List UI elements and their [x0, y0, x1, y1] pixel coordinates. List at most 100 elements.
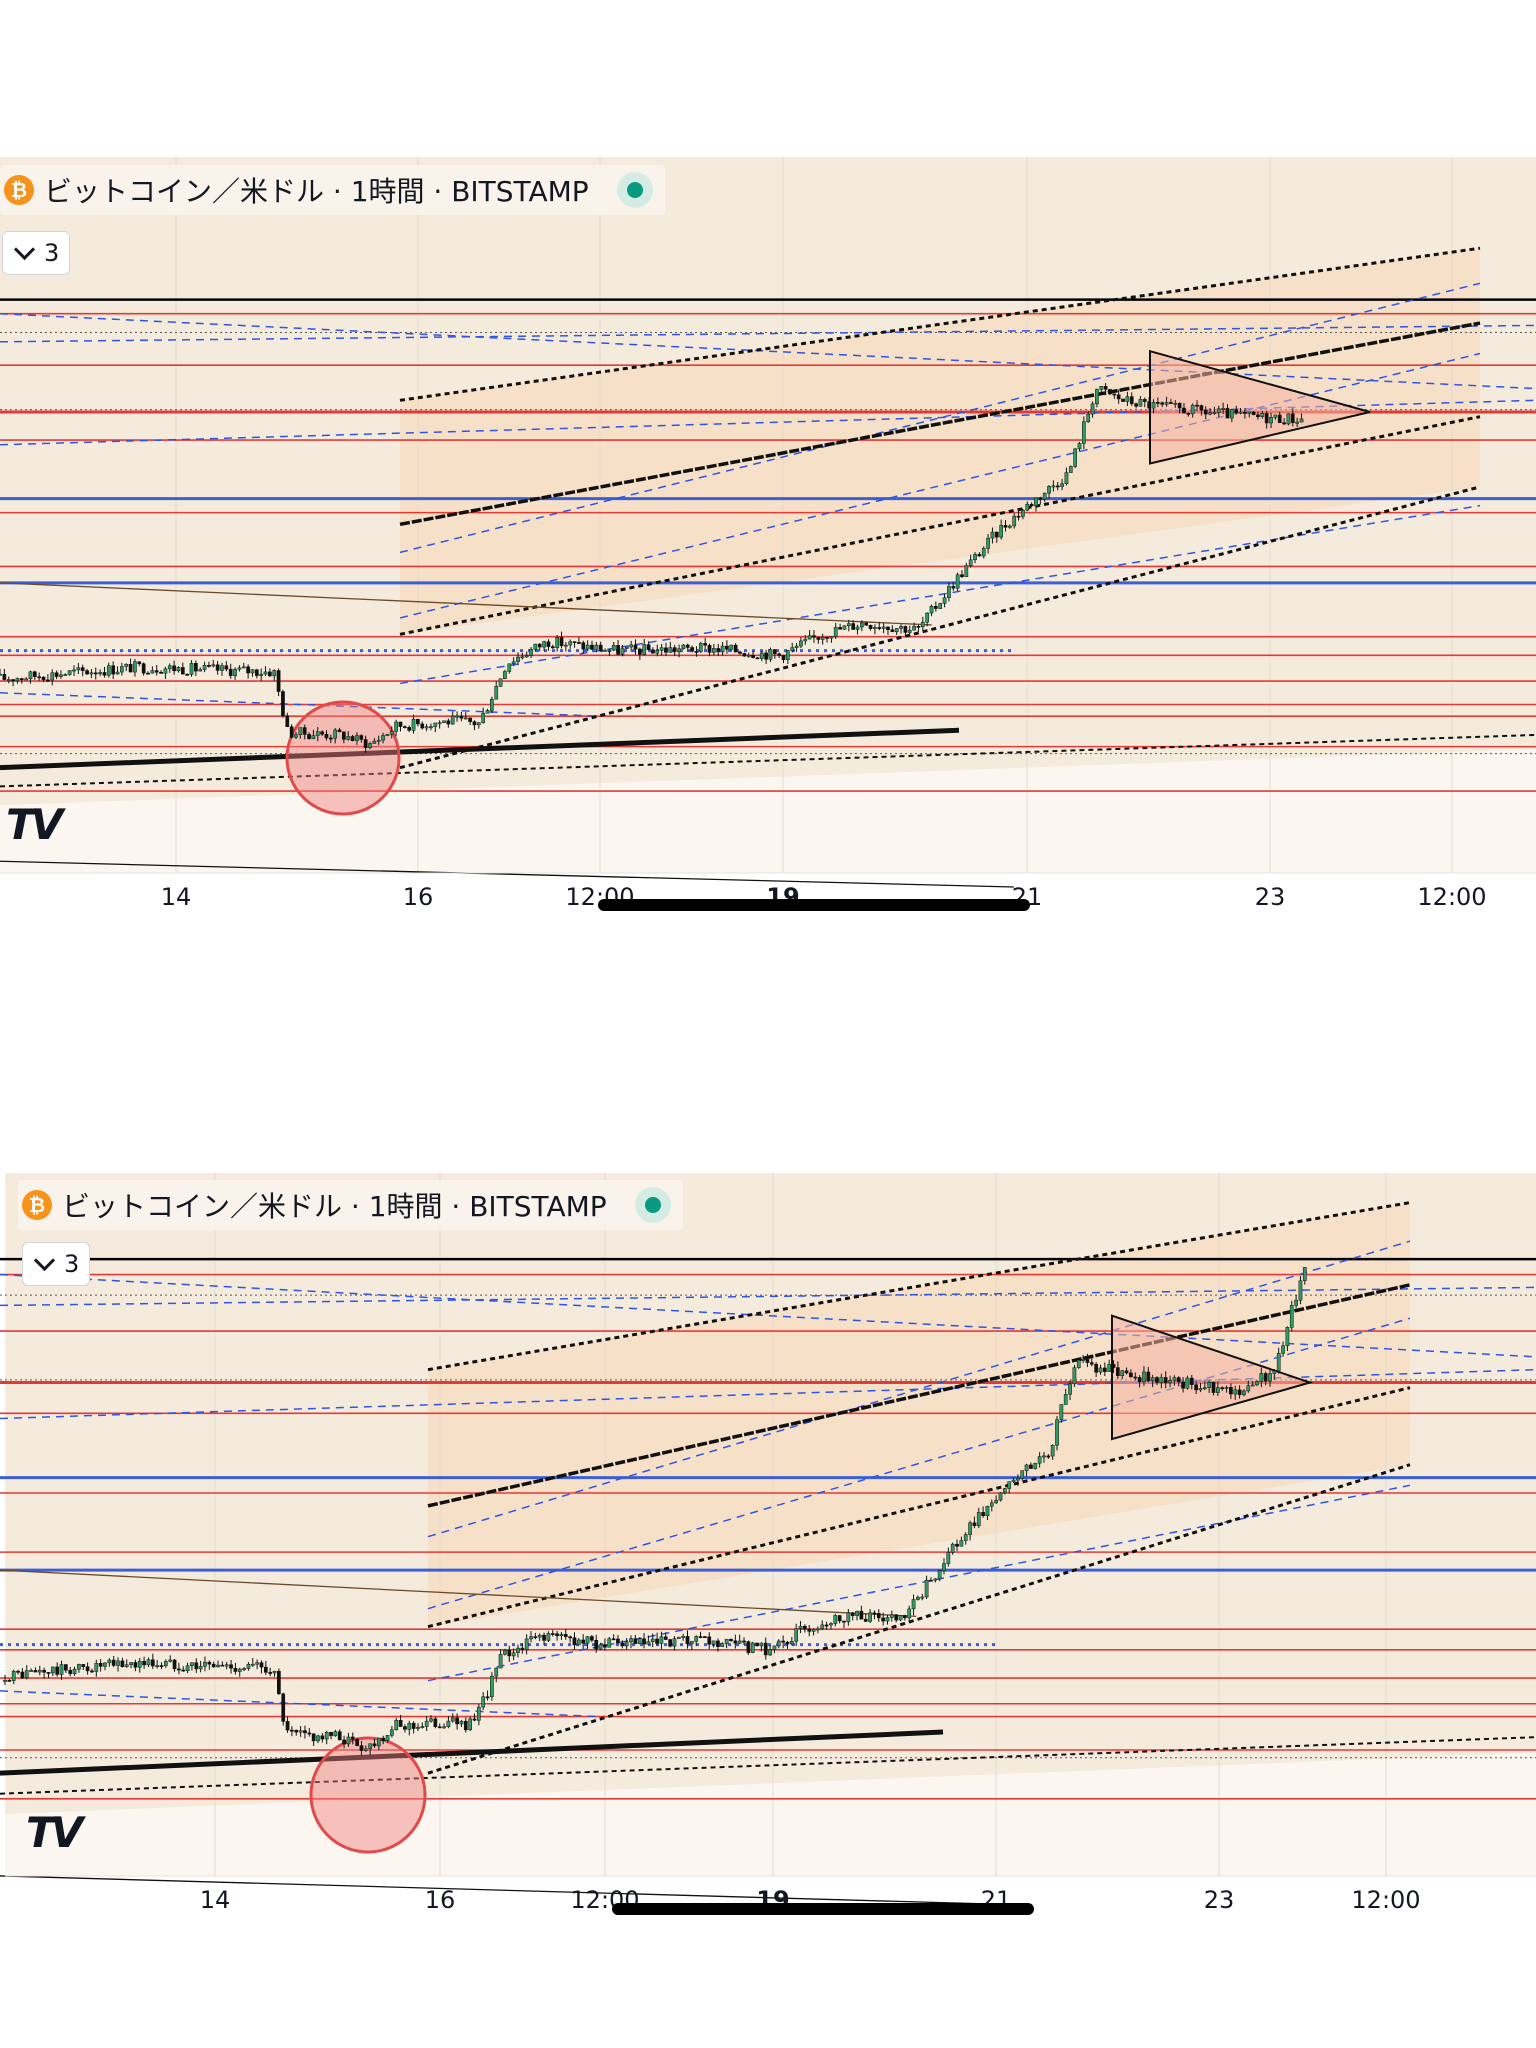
candle-body [1042, 492, 1047, 500]
candle-body [446, 720, 451, 725]
candle-body [394, 1720, 399, 1731]
candle-body [1072, 1367, 1077, 1385]
candle-body [855, 626, 860, 630]
blue-dashed-trendline [0, 1286, 1536, 1307]
indicator-collapse-button[interactable]: 3 [22, 1242, 91, 1286]
candle-body [920, 1596, 925, 1599]
candle-body [1186, 412, 1191, 415]
candle-body [24, 1670, 29, 1679]
candle-body [311, 1733, 316, 1742]
candle-body [259, 673, 264, 676]
candle-body [420, 723, 425, 729]
candle-body [141, 663, 146, 674]
chart-panel-top[interactable]: 14 16 12:00 19 21 23 12:00 ₿ ビットコイン／米ドル · 1時間 … [0, 155, 1536, 915]
candle-body [925, 612, 930, 623]
candle-body [28, 671, 33, 680]
candle-body [7, 1680, 12, 1682]
candle-body [672, 647, 677, 653]
candle-body [1002, 1488, 1007, 1494]
candle-body [463, 717, 468, 720]
candle-body [1085, 1359, 1090, 1363]
candle-body [150, 670, 155, 674]
candle-body [1060, 483, 1064, 487]
candle-body [41, 676, 46, 681]
candle-body [572, 641, 577, 644]
symbol-legend[interactable]: ₿ ビットコイン／米ドル · 1時間 · BITSTAMP [18, 1180, 683, 1230]
descending-trendline [0, 860, 1014, 888]
candle-body [520, 656, 525, 659]
candle-body [576, 1639, 581, 1646]
candle-body [1202, 1387, 1207, 1390]
candle-body [738, 651, 742, 654]
candle-body [816, 637, 821, 640]
candle-body [429, 726, 433, 729]
channel-line [427, 1201, 1411, 1372]
home-indicator-top[interactable] [598, 899, 1030, 911]
candle-body [285, 1721, 290, 1731]
candle-body [946, 1552, 951, 1564]
candle-body [1050, 1444, 1055, 1457]
channel-line [427, 1463, 1411, 1775]
tradingview-logo[interactable]: TV [26, 1808, 83, 1857]
candle-body [1089, 1362, 1094, 1365]
candle-body [424, 726, 429, 729]
candle-body [1051, 485, 1056, 488]
candle-body [246, 1664, 251, 1669]
candle-body [929, 605, 934, 614]
candle-body [211, 664, 216, 667]
candle-body [1095, 389, 1099, 405]
home-indicator-bottom[interactable] [612, 1903, 1034, 1915]
candle-body [650, 1638, 655, 1642]
candle-body [1243, 411, 1247, 414]
candle-body [873, 627, 877, 629]
candle-body [437, 1726, 442, 1729]
chart-panel-bottom[interactable]: 14 16 12:00 19 21 23 12:00 ₿ ビットコイン／米ドル · 1時間 … [0, 1168, 1536, 1923]
candle-body [98, 672, 102, 675]
candle-body [994, 531, 999, 538]
candle-body [898, 1615, 903, 1621]
candle-body [590, 644, 594, 650]
candle-body [1212, 412, 1217, 414]
blue-dashed-trendline [427, 1240, 1411, 1538]
candle-body [842, 1620, 846, 1623]
candle-body [472, 721, 477, 726]
candle-body [446, 1720, 451, 1727]
candle-body [290, 1729, 294, 1732]
candle-body [1256, 414, 1260, 418]
candle-body [154, 670, 159, 673]
price-chart-bottom[interactable]: 14 16 12:00 19 21 23 12:00 [0, 1168, 1536, 1923]
candle-body [681, 644, 686, 650]
candle-body [559, 637, 564, 647]
candle-body [407, 1722, 412, 1730]
tradingview-logo[interactable]: TV [6, 800, 63, 849]
candle-body [307, 734, 311, 739]
support-trendline-bold [0, 1729, 944, 1776]
candle-body [764, 652, 768, 660]
indicator-collapse-button[interactable]: 3 [2, 231, 71, 275]
candle-body [333, 729, 338, 739]
candle-body [381, 735, 385, 741]
candle-body [1295, 421, 1299, 424]
candle-body [763, 1642, 768, 1656]
candle-body [202, 665, 207, 670]
candle-body [137, 1660, 142, 1668]
candle-body [303, 1730, 307, 1734]
candle-body [894, 628, 899, 633]
candle-body [572, 1637, 577, 1646]
price-chart-top[interactable]: 14 16 12:00 19 21 23 12:00 [0, 155, 1536, 915]
candle-body [72, 1668, 77, 1674]
candle-body [363, 739, 368, 748]
candle-body [250, 1663, 255, 1666]
candle-body [585, 644, 590, 650]
candle-body [3, 1680, 7, 1682]
candle-body [1264, 413, 1269, 424]
candle-body [241, 666, 246, 669]
symbol-legend[interactable]: ₿ ビットコイン／米ドル · 1時間 · BITSTAMP [0, 165, 665, 215]
candle-body [98, 1662, 103, 1667]
candle-body [476, 722, 481, 726]
candle-body [403, 1726, 407, 1730]
candle-body [1190, 404, 1195, 415]
candle-body [655, 650, 660, 654]
candle-body [785, 1641, 790, 1645]
candle-body [581, 1639, 586, 1644]
